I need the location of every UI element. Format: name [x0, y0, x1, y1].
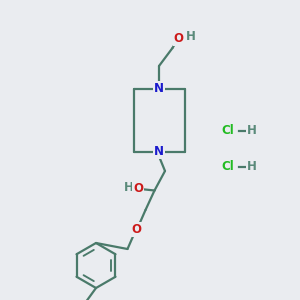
Text: H: H [186, 30, 196, 43]
Text: H: H [247, 124, 256, 137]
Text: O: O [131, 223, 142, 236]
Text: Cl: Cl [222, 124, 234, 137]
Text: O: O [173, 32, 184, 46]
Text: N: N [154, 145, 164, 158]
Text: H: H [247, 160, 256, 173]
Text: H: H [124, 181, 134, 194]
Text: Cl: Cl [222, 160, 234, 173]
Text: N: N [154, 82, 164, 95]
Text: O: O [133, 182, 143, 196]
